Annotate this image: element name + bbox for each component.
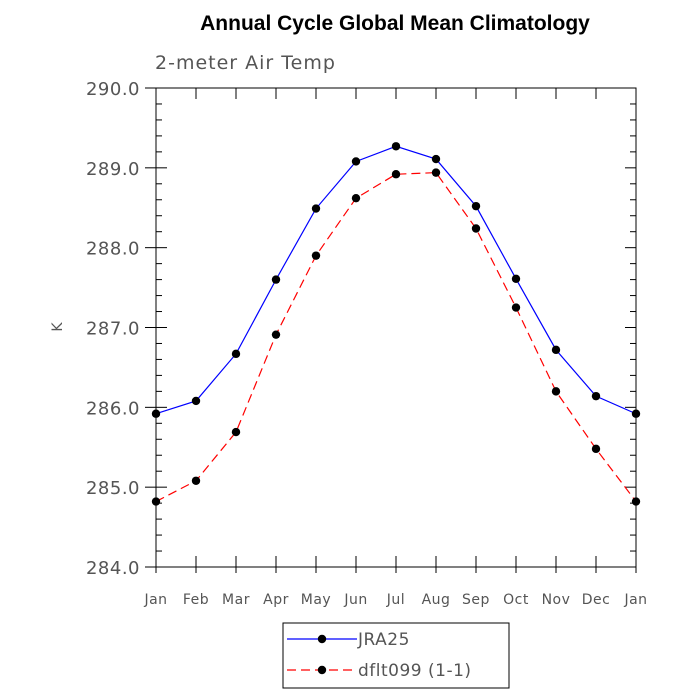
series-2-point: [391, 170, 401, 179]
chart-title: Annual Cycle Global Mean Climatology: [200, 12, 590, 35]
series-2-point: [471, 224, 481, 233]
series-1-point: [511, 274, 521, 284]
series-2-point: [231, 427, 241, 437]
y-tick-label: 289.0: [86, 159, 140, 180]
x-tick-label: Oct: [503, 592, 529, 608]
series-2-point: [431, 168, 441, 177]
y-tick-label: 287.0: [86, 319, 140, 340]
series-1-point: [551, 345, 561, 355]
legend-marker-2: [317, 665, 327, 675]
series-1-point: [391, 142, 401, 151]
axis-ticks: 284.0 285.0 286.0 287.0 288.0 289.0 290.0 Jan Fe…: [86, 79, 647, 608]
y-tick-label: 284.0: [86, 558, 140, 579]
series-line-1: [155, 145, 637, 415]
legend: JRA25 dflt099 (1-1): [282, 622, 510, 689]
series-1-point: [431, 154, 441, 164]
series-line-2: [155, 172, 637, 503]
x-tick-label: May: [301, 592, 331, 608]
x-tick-label: Dec: [582, 592, 611, 608]
x-tick-label: Mar: [222, 592, 250, 608]
chart-subtitle: 2-meter Air Temp: [155, 52, 336, 74]
legend-box: [282, 622, 510, 689]
series-2-point: [551, 387, 561, 396]
y-tick-label: 286.0: [86, 398, 140, 419]
series-1-point: [191, 396, 201, 406]
series-2-point: [271, 330, 281, 339]
series-1-point: [591, 391, 601, 401]
series-1-point: [351, 157, 361, 166]
x-tick-label: Jan: [143, 592, 167, 608]
series-2-point: [191, 476, 201, 485]
series-2-point: [591, 444, 601, 454]
y-axis-label: K: [50, 322, 66, 332]
y-tick-label: 290.0: [86, 79, 140, 100]
series-1-point: [311, 204, 321, 213]
series-1-point: [231, 349, 241, 359]
legend-label-1: JRA25: [357, 630, 410, 650]
series-2-point: [311, 251, 321, 260]
x-tick-label: Jan: [623, 592, 647, 608]
series-layer: [151, 142, 641, 506]
series-2-point: [511, 303, 521, 312]
x-tick-label: Nov: [542, 592, 571, 608]
x-tick-label: Apr: [263, 592, 289, 608]
plot-frame: [155, 87, 637, 568]
y-tick-label: 285.0: [86, 478, 140, 499]
series-1-point: [471, 201, 481, 211]
x-tick-label: Feb: [183, 592, 209, 608]
legend-marker-1: [317, 634, 327, 644]
x-tick-label: Jun: [343, 592, 367, 608]
y-tick-label: 288.0: [86, 239, 140, 260]
legend-label-2: dflt099 (1-1): [358, 661, 472, 681]
series-2-point: [351, 193, 361, 203]
x-tick-label: Aug: [422, 592, 451, 608]
series-1-point: [271, 275, 281, 284]
x-tick-label: Jul: [386, 592, 405, 608]
x-tick-label: Sep: [462, 592, 490, 608]
